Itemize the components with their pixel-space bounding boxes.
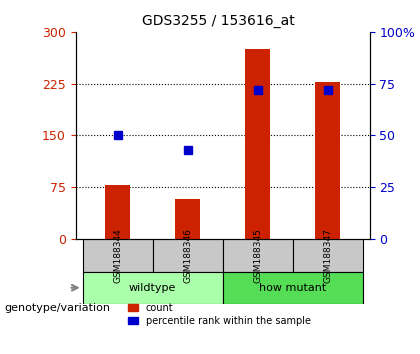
Text: GSM188345: GSM188345	[253, 228, 262, 283]
Bar	[245, 49, 270, 239]
FancyBboxPatch shape	[83, 239, 152, 272]
Text: genotype/variation: genotype/variation	[4, 303, 110, 313]
Text: how mutant: how mutant	[259, 283, 326, 293]
Text: GDS3255 / 153616_at: GDS3255 / 153616_at	[142, 14, 295, 28]
Text: GSM188347: GSM188347	[323, 228, 332, 283]
Text: GSM188344: GSM188344	[113, 228, 122, 283]
Bar	[176, 199, 200, 239]
FancyBboxPatch shape	[152, 239, 223, 272]
Legend: count, percentile rank within the sample: count, percentile rank within the sample	[125, 299, 315, 330]
FancyBboxPatch shape	[293, 239, 362, 272]
Text: GSM188346: GSM188346	[183, 228, 192, 283]
Bar	[105, 185, 130, 239]
Bar	[315, 82, 340, 239]
FancyBboxPatch shape	[223, 272, 362, 304]
FancyBboxPatch shape	[83, 272, 223, 304]
Text: wildtype: wildtype	[129, 283, 176, 293]
FancyBboxPatch shape	[223, 239, 293, 272]
